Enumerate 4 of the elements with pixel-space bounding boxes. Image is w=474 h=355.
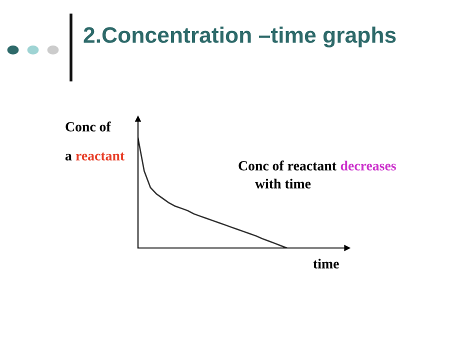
x-axis-title: time	[313, 258, 339, 268]
chart-title: 2.Concentration –time graphs	[84, 26, 396, 48]
text: Conc of a reactant	[65, 122, 125, 160]
text: Conc of reactant decreases with time	[238, 160, 396, 188]
